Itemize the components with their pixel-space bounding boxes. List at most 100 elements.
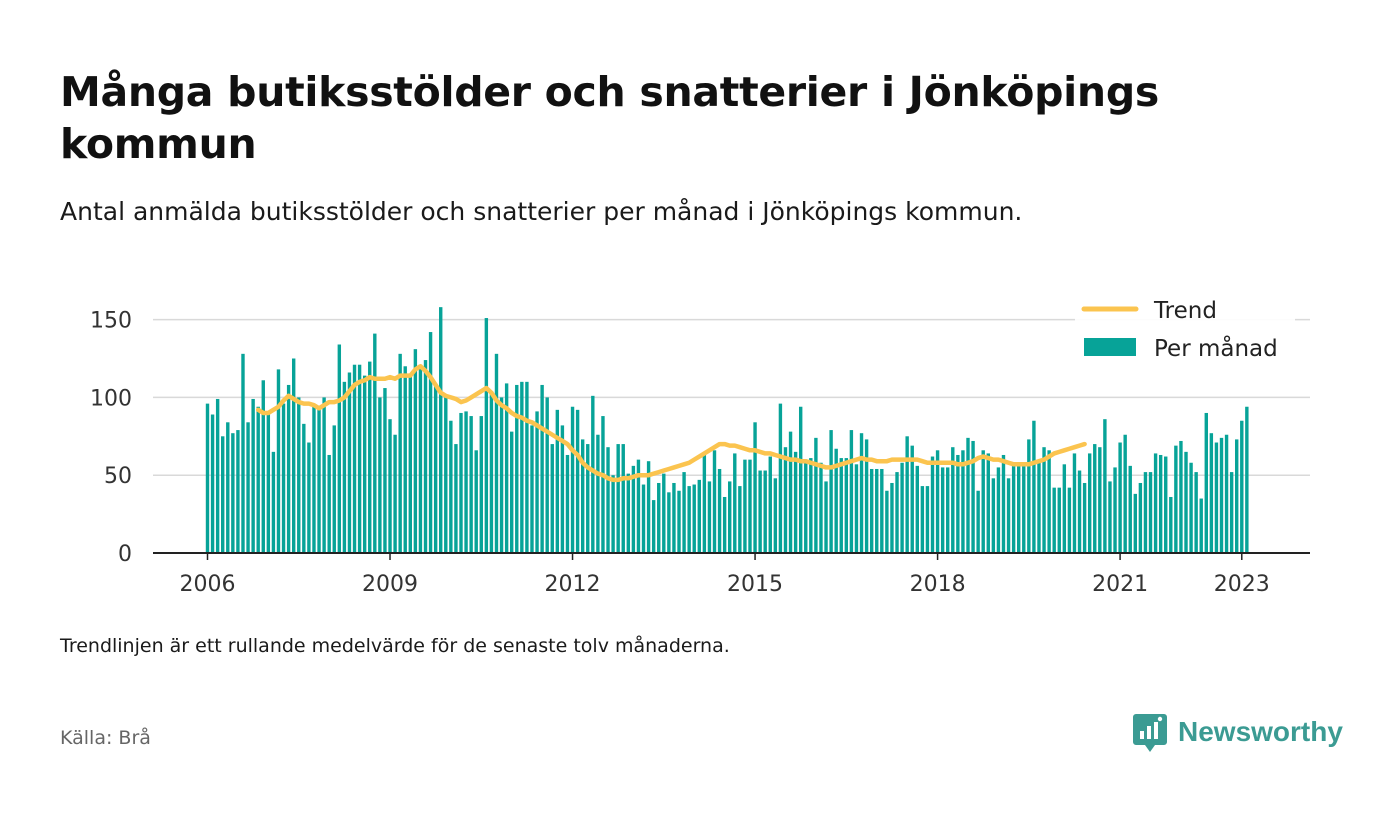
x-tick-label: 2006 [180,572,236,597]
bar [935,450,940,553]
bar [1103,419,1107,553]
bar [1204,412,1208,553]
bar [940,467,945,553]
bar [880,468,884,553]
bar [1219,437,1224,553]
bar [1235,439,1239,553]
bar [388,419,392,553]
bar [342,381,347,553]
bar [1179,440,1183,553]
bar [758,470,762,553]
bar [276,369,281,553]
bar [905,436,909,553]
bar [504,383,509,553]
bar [215,398,220,553]
x-tick-label: 2023 [1214,572,1270,597]
bar [1128,465,1132,553]
bar [596,434,600,553]
bar [930,456,935,553]
bar [580,439,585,553]
bar [1240,420,1244,553]
bar [373,333,377,553]
bar [464,411,468,553]
bar [1067,487,1072,553]
bar [236,430,240,553]
bar [271,451,276,553]
bar [439,307,443,553]
bar [1093,444,1097,553]
bar [251,398,255,553]
newsworthy-brand[interactable]: Newsworthy [1132,712,1343,756]
bar [347,372,352,553]
bar [819,462,823,553]
bar [281,403,286,553]
bar [1245,406,1249,553]
bar [895,472,899,553]
bar [575,409,580,553]
bar [241,353,245,553]
bar [1072,453,1077,553]
bar [535,411,539,553]
bar [768,456,772,553]
bar [550,444,554,553]
bar [423,360,428,553]
bar [753,422,757,553]
bar [804,462,808,553]
x-tick-label: 2015 [727,572,783,597]
bar [864,439,869,553]
bar [869,468,874,553]
bar [677,490,681,553]
bar [474,450,478,553]
bar [672,482,676,553]
bar [246,422,250,553]
x-tick-label: 2009 [362,572,418,597]
bar [951,447,955,553]
bar [1174,445,1178,553]
bar [692,484,696,553]
bar [621,444,625,553]
bar [1123,434,1127,553]
bar [971,440,975,553]
bar [378,397,382,553]
bar [885,490,889,553]
newsworthy-logo-icon [1133,714,1167,752]
bar [1189,462,1193,553]
bar [586,444,590,553]
bar [1108,481,1112,553]
legend: Trend Per månad [1075,298,1295,390]
bar [1184,451,1188,553]
bar [687,486,691,553]
bar [418,364,423,553]
bar [408,375,412,553]
bar [1011,462,1016,553]
trend-series [255,364,1087,483]
chart: 0 50 100 150 2006 2009 2012 2015 2018 2021 2023 Tr… [90,298,1310,597]
bar [793,451,798,553]
bar [449,420,453,553]
source: Källa: Brå [60,727,151,749]
bar [1057,487,1061,553]
bar [266,412,271,553]
bar [469,416,473,553]
bar [1194,472,1198,553]
bar [231,433,235,553]
bar [925,486,930,553]
bar [1001,454,1006,553]
bar [722,496,727,553]
bar [890,482,894,553]
bar [743,459,747,553]
bar [454,444,458,553]
bar [697,479,701,553]
bar [1027,439,1031,553]
bar [738,486,742,553]
bar [530,425,534,553]
bar [327,454,331,553]
bar [368,361,372,553]
bar [484,318,489,553]
bar [636,459,641,553]
bar [839,458,843,553]
bar [1042,447,1046,553]
bar [606,447,610,553]
bar [1113,467,1117,553]
bar-series [205,307,1249,553]
